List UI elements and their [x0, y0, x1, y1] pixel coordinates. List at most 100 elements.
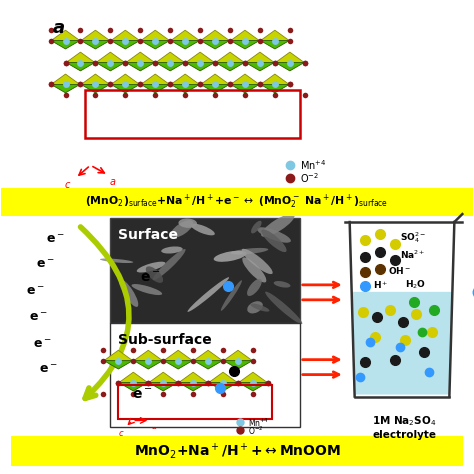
Text: e$^-$: e$^-$	[33, 338, 52, 351]
Polygon shape	[51, 30, 80, 41]
Polygon shape	[111, 41, 140, 49]
Text: O$^{-2}$: O$^{-2}$	[300, 171, 319, 185]
Ellipse shape	[265, 292, 302, 324]
Ellipse shape	[191, 224, 215, 236]
Polygon shape	[156, 63, 184, 71]
Polygon shape	[81, 41, 110, 49]
Text: e$^-$: e$^-$	[140, 271, 161, 285]
Text: a: a	[151, 422, 156, 431]
Polygon shape	[350, 222, 455, 397]
Polygon shape	[141, 41, 170, 49]
Ellipse shape	[153, 249, 185, 280]
Polygon shape	[201, 30, 229, 41]
Text: Na$^{2+}$: Na$^{2+}$	[400, 249, 425, 261]
Text: O$^{-2}$: O$^{-2}$	[248, 424, 264, 437]
Polygon shape	[194, 350, 222, 361]
Polygon shape	[194, 361, 222, 369]
Polygon shape	[231, 30, 259, 41]
Polygon shape	[261, 41, 289, 49]
Ellipse shape	[214, 251, 246, 262]
Polygon shape	[104, 350, 133, 361]
Text: 1M Na$_2$SO$_4$
electrolyte: 1M Na$_2$SO$_4$ electrolyte	[372, 414, 437, 440]
Ellipse shape	[250, 303, 269, 311]
Text: Mn$^{+4}$: Mn$^{+4}$	[248, 416, 269, 428]
Ellipse shape	[161, 246, 182, 254]
Polygon shape	[261, 30, 289, 41]
Polygon shape	[201, 84, 229, 93]
Ellipse shape	[221, 280, 242, 311]
Text: Surface: Surface	[118, 228, 178, 242]
Polygon shape	[111, 30, 140, 41]
Polygon shape	[164, 361, 192, 369]
Polygon shape	[261, 84, 289, 93]
Ellipse shape	[231, 248, 268, 255]
Polygon shape	[353, 292, 452, 394]
Polygon shape	[96, 63, 125, 71]
Polygon shape	[238, 383, 267, 391]
Polygon shape	[66, 52, 95, 63]
Text: SO$_4^{2-}$: SO$_4^{2-}$	[400, 230, 426, 246]
Ellipse shape	[171, 220, 193, 238]
Text: c: c	[118, 429, 123, 438]
Text: e$^-$: e$^-$	[46, 234, 65, 246]
Polygon shape	[66, 63, 95, 71]
Bar	[118, 384, 272, 419]
Polygon shape	[261, 74, 289, 84]
Polygon shape	[164, 350, 192, 361]
Polygon shape	[275, 52, 304, 63]
Text: (MnO$_2$)$_\mathrm{surface}$+Na$^+$/H$^+$+e$^-$$\leftrightarrow$ (MnO$_2^-$ Na$^: (MnO$_2$)$_\mathrm{surface}$+Na$^+$/H$^+…	[85, 193, 389, 211]
Ellipse shape	[132, 284, 162, 295]
Polygon shape	[201, 41, 229, 49]
Ellipse shape	[242, 257, 266, 283]
Polygon shape	[149, 372, 178, 383]
Polygon shape	[134, 350, 163, 361]
Polygon shape	[141, 30, 170, 41]
Text: H$^+$: H$^+$	[373, 279, 388, 291]
Text: e$^-$: e$^-$	[36, 258, 55, 272]
Text: e$^-$: e$^-$	[39, 363, 58, 376]
Polygon shape	[179, 372, 208, 383]
Text: Sub-surface: Sub-surface	[118, 333, 212, 346]
Ellipse shape	[261, 229, 287, 252]
Polygon shape	[171, 41, 200, 49]
Polygon shape	[246, 52, 274, 63]
Polygon shape	[216, 63, 245, 71]
Text: c: c	[64, 180, 70, 190]
Polygon shape	[275, 63, 304, 71]
Polygon shape	[51, 84, 80, 93]
Polygon shape	[119, 372, 148, 383]
Polygon shape	[81, 30, 110, 41]
Text: H$_2$O: H$_2$O	[404, 279, 426, 291]
Polygon shape	[171, 74, 200, 84]
Polygon shape	[231, 84, 259, 93]
Text: e$^-$: e$^-$	[29, 311, 48, 324]
Ellipse shape	[242, 249, 273, 274]
Polygon shape	[246, 63, 274, 71]
Polygon shape	[126, 63, 155, 71]
Polygon shape	[238, 372, 267, 383]
Polygon shape	[81, 74, 110, 84]
Bar	[110, 218, 300, 323]
Ellipse shape	[188, 277, 229, 312]
Bar	[0, 188, 474, 216]
Polygon shape	[134, 361, 163, 369]
Polygon shape	[224, 350, 252, 361]
Ellipse shape	[257, 228, 291, 243]
Bar	[110, 323, 300, 428]
Polygon shape	[201, 74, 229, 84]
Polygon shape	[209, 383, 237, 391]
Polygon shape	[104, 361, 133, 369]
Polygon shape	[51, 74, 80, 84]
Bar	[85, 91, 300, 138]
Polygon shape	[231, 41, 259, 49]
Polygon shape	[216, 52, 245, 63]
Text: Mn$^{+4}$: Mn$^{+4}$	[300, 158, 326, 172]
Ellipse shape	[261, 214, 294, 237]
Ellipse shape	[247, 279, 262, 296]
Polygon shape	[51, 41, 80, 49]
Polygon shape	[126, 52, 155, 63]
Polygon shape	[171, 30, 200, 41]
Ellipse shape	[119, 279, 138, 307]
Ellipse shape	[251, 221, 262, 233]
Polygon shape	[141, 84, 170, 93]
